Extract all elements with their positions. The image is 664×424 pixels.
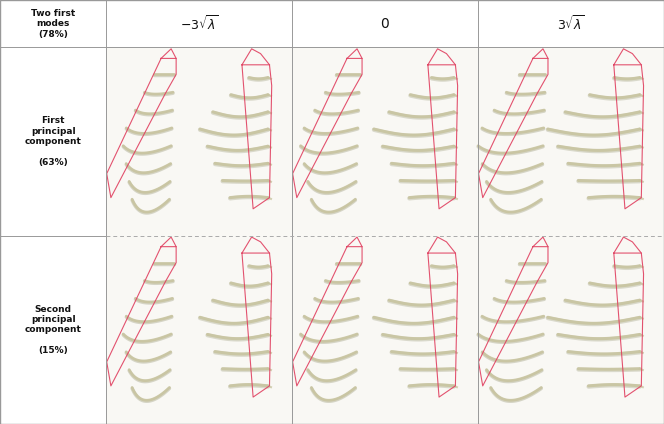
Text: $0$: $0$ — [380, 17, 390, 31]
Text: $3\sqrt{\lambda}$: $3\sqrt{\lambda}$ — [557, 14, 585, 33]
Bar — [292, 236, 478, 424]
Bar — [106, 236, 292, 424]
Bar — [478, 236, 664, 424]
Bar — [292, 47, 478, 236]
Bar — [106, 47, 292, 236]
Text: Two first
modes
(78%): Two first modes (78%) — [31, 9, 75, 39]
Bar — [478, 47, 664, 236]
Text: $-3\sqrt{\lambda}$: $-3\sqrt{\lambda}$ — [180, 14, 218, 33]
Text: Second
principal
component

(15%): Second principal component (15%) — [25, 304, 82, 355]
Text: First
principal
component

(63%): First principal component (63%) — [25, 116, 82, 167]
